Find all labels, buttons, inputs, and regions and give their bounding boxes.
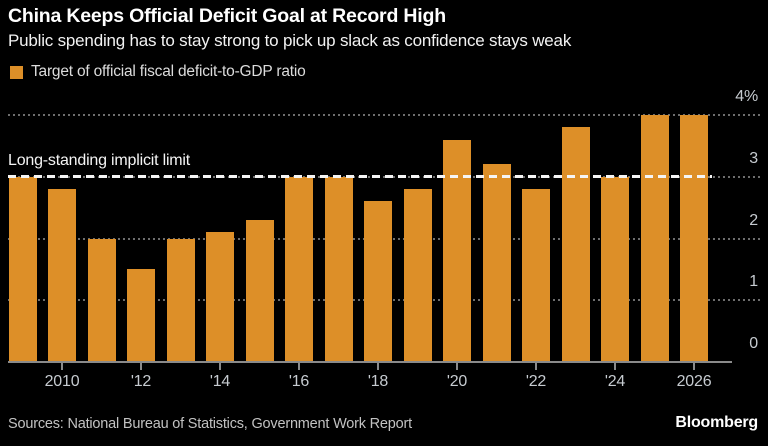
bar-2023 [561,127,590,362]
bar-2012 [127,269,155,362]
bar-2014 [206,232,234,362]
legend-label: Target of official fiscal deficit-to-GDP… [31,63,306,80]
y-axis-label-4: 4% [735,88,758,105]
bar-2018 [364,201,392,362]
x-axis-label-2018: '18 [367,373,389,390]
x-tick-2024 [614,363,616,370]
x-tick-2014 [219,363,221,370]
chart-title: China Keeps Official Deficit Goal at Rec… [8,5,446,27]
bar-2011 [87,238,116,362]
bar-2022 [522,189,550,362]
y-axis-label-3: 3 [749,149,758,167]
x-tick-2018 [377,363,379,370]
x-axis-label-2010: 2010 [44,373,80,390]
bar-2013 [166,238,195,362]
x-axis-label-2022: '22 [525,373,547,390]
bar-2026 [680,115,708,362]
x-axis-label-2020: '20 [446,373,468,390]
x-axis-label-2012: '12 [130,373,152,390]
bar-2024 [601,176,629,362]
bar-2019 [403,189,432,362]
y-axis-label-0: 0 [749,335,758,352]
x-axis-label-2026: 2026 [676,373,712,390]
x-axis-label-2016: '16 [288,373,310,390]
x-axis-label-2014: '14 [209,373,231,390]
bar-2015 [245,219,274,362]
reference-line-label: Long-standing implicit limit [8,152,191,169]
bar-2016 [285,176,313,362]
x-tick-2010 [61,363,63,370]
bar-2025 [640,115,669,362]
legend-swatch-icon [10,65,23,79]
x-tick-2016 [298,363,300,370]
bar-2017 [324,176,353,362]
y-axis-label-1: 1 [749,273,758,291]
x-axis-label-2024: '24 [604,373,626,390]
bar-2020 [443,139,471,362]
legend: Target of official fiscal deficit-to-GDP… [10,63,306,81]
x-tick-2026 [693,363,695,370]
bar-2010 [48,189,76,362]
x-tick-2022 [535,363,537,370]
x-tick-2012 [140,363,142,370]
chart-subtitle: Public spending has to stay strong to pi… [8,31,572,50]
x-tick-2020 [456,363,458,370]
bar-2009 [8,176,37,362]
bloomberg-logo: Bloomberg [675,414,758,431]
gridline-4 [8,114,760,116]
y-axis-label-2: 2 [749,211,758,229]
reference-line [8,174,712,178]
sources-note: Sources: National Bureau of Statistics, … [8,416,412,432]
x-axis-baseline [8,361,732,363]
bar-2021 [482,164,511,362]
